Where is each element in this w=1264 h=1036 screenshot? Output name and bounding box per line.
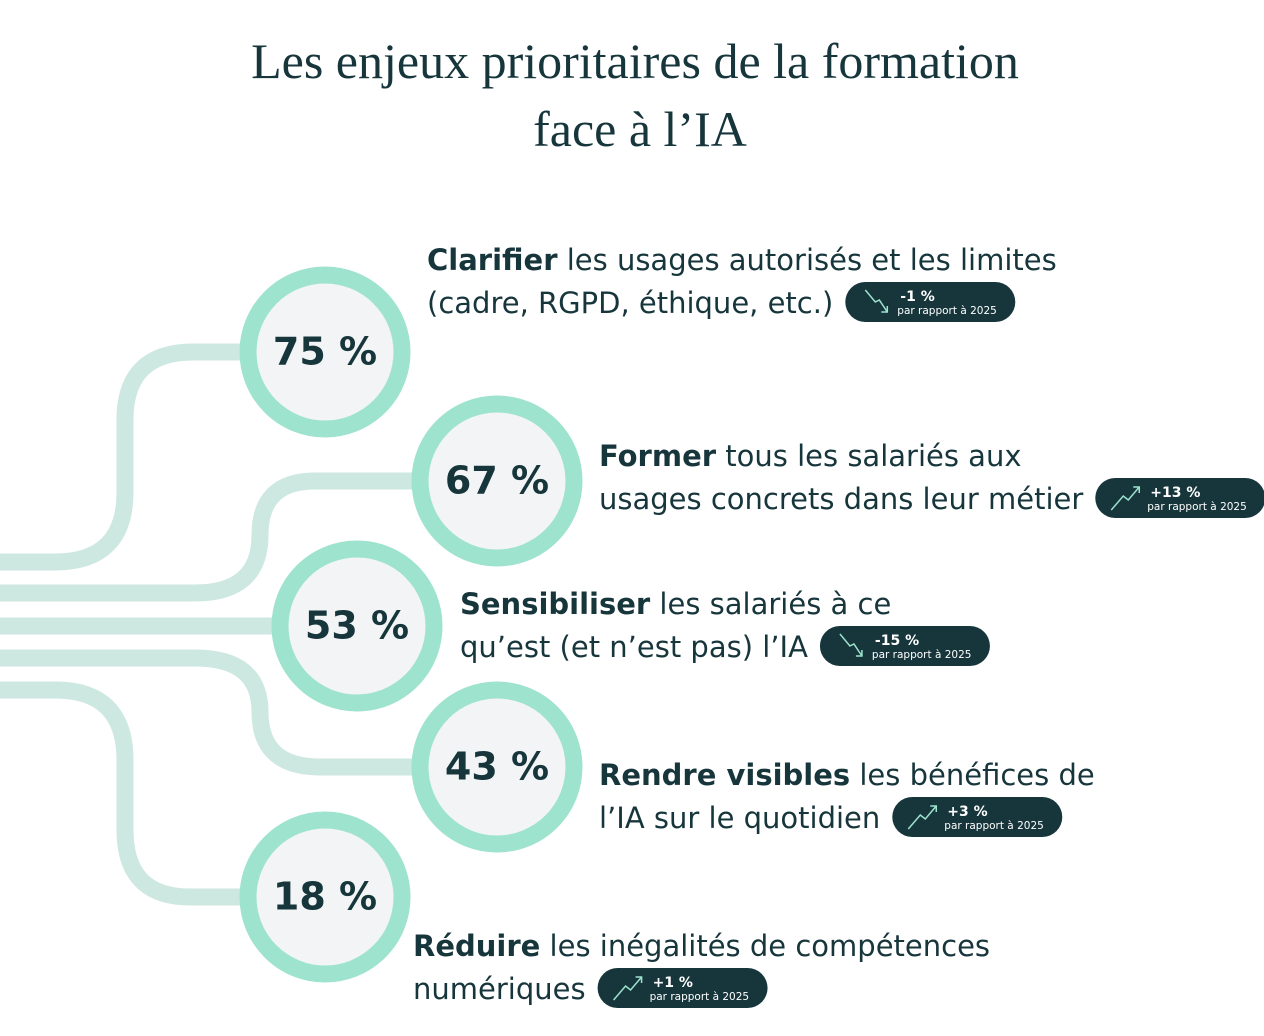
connector	[0, 649, 430, 776]
trend-icon	[613, 976, 643, 1001]
label-bold: Réduire	[413, 929, 540, 963]
percent: 43 %	[445, 745, 549, 789]
connector	[0, 343, 260, 571]
percent: 18 %	[273, 875, 377, 919]
title-line: face à l’IA	[533, 101, 747, 157]
change-note: par rapport à 2025	[872, 649, 972, 661]
item: 53 % Sensibiliser les salariés à ce qu’est…	[271, 540, 990, 712]
label-line: qu’est (et n’est pas) l’IA	[460, 630, 808, 664]
item: 18 % Réduire les inégalités de compétence…	[239, 811, 990, 1008]
change-note: par rapport à 2025	[1147, 501, 1247, 513]
connector	[0, 681, 260, 906]
trend-icon	[1110, 486, 1141, 511]
label-bold: Clarifier	[427, 243, 558, 277]
change-badge: -15 %par rapport à 2025	[819, 626, 990, 666]
change-note: par rapport à 2025	[944, 820, 1044, 832]
trend-icon	[907, 805, 938, 830]
percent: 75 %	[273, 330, 377, 374]
percent-circle	[411, 681, 583, 853]
connector	[0, 472, 430, 602]
label-line: usages concrets dans leur métier	[599, 482, 1083, 516]
label-line: (cadre, RGPD, éthique, etc.)	[427, 286, 833, 320]
percent: 67 %	[445, 459, 549, 503]
change-badge: +1 %par rapport à 2025	[597, 968, 768, 1008]
connectors	[0, 343, 430, 906]
label-text: les usages autorisés et les limites	[558, 243, 1057, 277]
percent: 53 %	[305, 604, 409, 648]
percent-circle	[271, 540, 443, 712]
change-value: +1 %	[653, 975, 693, 991]
percent-circle	[411, 395, 583, 567]
change-value: +13 %	[1150, 485, 1200, 501]
label-line: Clarifier les usages autorisés et les li…	[427, 243, 1057, 277]
change-note: par rapport à 2025	[897, 305, 997, 317]
item: 43 % Rendre visibles les bénéfices de l’IA…	[411, 681, 1095, 853]
label-text: les salariés à ce	[650, 587, 891, 621]
label-bold: Former	[599, 439, 717, 473]
change-value: +3 %	[947, 804, 987, 820]
item: 75 % Clarifier les usages autorisés et le…	[239, 243, 1057, 438]
label-line: Former tous les salariés aux	[599, 439, 1022, 473]
percent-circle	[239, 266, 411, 438]
change-value: -1 %	[900, 289, 934, 305]
label-bold: Sensibiliser	[460, 587, 651, 621]
label-line: Sensibiliser les salariés à ce	[460, 587, 891, 621]
percent-circle	[239, 811, 411, 983]
trend-icon	[839, 633, 863, 657]
item: 67 % Former tous les salariés aux usages c…	[411, 395, 1264, 567]
change-note: par rapport à 2025	[650, 991, 750, 1003]
title-line: Les enjeux prioritaires de la formation	[251, 33, 1019, 89]
change-value: -15 %	[875, 633, 919, 649]
change-badge: +13 %par rapport à 2025	[1095, 478, 1264, 518]
label-line: Réduire les inégalités de compétences	[413, 929, 990, 963]
change-badge: -1 %par rapport à 2025	[845, 282, 1016, 322]
change-badge: +3 %par rapport à 2025	[892, 797, 1063, 837]
label-text: les inégalités de compétences	[540, 929, 990, 963]
label-line: numériques	[413, 972, 586, 1006]
label-text: tous les salariés aux	[716, 439, 1021, 473]
label-bold: Rendre visibles	[599, 758, 850, 792]
trend-icon	[864, 289, 889, 313]
label-line: l’IA sur le quotidien	[599, 801, 880, 835]
label-line: Rendre visibles les bénéfices de	[599, 758, 1095, 792]
label-text: les bénéfices de	[850, 758, 1095, 792]
